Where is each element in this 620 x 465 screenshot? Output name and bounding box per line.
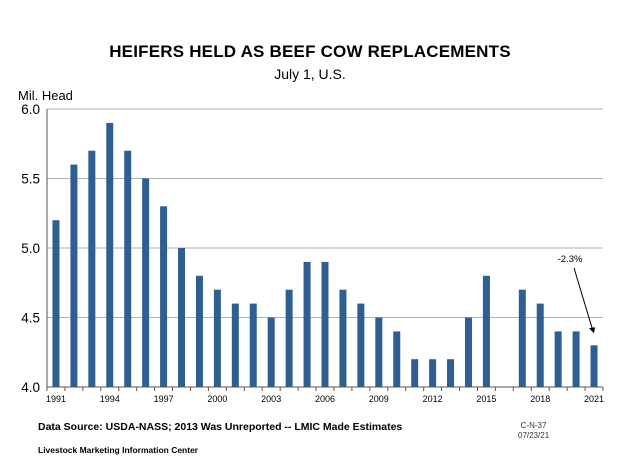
y-tick-labels: 4.0 4.5 5.0 5.5 6.0 xyxy=(21,102,40,395)
annotation-arrowhead xyxy=(589,327,596,334)
y-axis-label: Mil. Head xyxy=(18,88,73,103)
bar-1996 xyxy=(142,178,150,387)
bar-1995 xyxy=(124,150,132,387)
y-tick-label: 5.5 xyxy=(21,172,40,187)
organization-name: Livestock Marketing Information Center xyxy=(38,445,199,455)
chart-title: HEIFERS HELD AS BEEF COW REPLACEMENTS xyxy=(109,42,511,61)
bar-2005 xyxy=(303,261,311,387)
x-tick-label: 1991 xyxy=(46,394,66,404)
bar-2011 xyxy=(411,359,419,387)
x-tick-labels: 1991 1994 1997 2000 2003 2006 2009 2012 2015 2018… xyxy=(46,394,604,404)
bars xyxy=(52,122,598,388)
axes xyxy=(46,109,604,391)
bar-1992 xyxy=(70,164,78,387)
annotation: -2.3% xyxy=(558,254,596,334)
x-tick-label: 2003 xyxy=(261,394,281,404)
bar-2017 xyxy=(518,289,526,387)
bar-2004 xyxy=(285,289,293,387)
bar-2012 xyxy=(429,359,437,387)
bar-2021 xyxy=(590,345,598,387)
x-tick-label: 2018 xyxy=(530,394,550,404)
bar-2006 xyxy=(321,261,329,387)
y-tick-label: 6.0 xyxy=(21,102,40,117)
bar-2018 xyxy=(536,303,544,387)
x-tick-label: 2009 xyxy=(369,394,389,404)
y-tick-label: 4.5 xyxy=(21,311,40,326)
bar-2008 xyxy=(357,303,365,387)
annotation-arrow xyxy=(573,267,594,332)
chart-code: C-N-37 07/23/21 xyxy=(518,421,549,441)
chart-id: C-N-37 xyxy=(520,421,547,430)
bar-2019 xyxy=(554,331,562,387)
x-tick-label: 1994 xyxy=(100,394,120,404)
bar-1994 xyxy=(106,122,114,388)
chart-subtitle: July 1, U.S. xyxy=(274,66,346,82)
x-tick-label: 2012 xyxy=(423,394,443,404)
bar-2002 xyxy=(249,303,257,387)
x-tick-label: 2021 xyxy=(584,394,604,404)
bar-2015 xyxy=(482,275,490,387)
bar-2020 xyxy=(572,331,580,387)
chart-date: 07/23/21 xyxy=(518,431,550,440)
bar-1998 xyxy=(178,248,186,387)
data-source-note: Data Source: USDA-NASS; 2013 Was Unrepor… xyxy=(38,421,403,433)
bar-2013 xyxy=(447,359,455,387)
y-tick-label: 4.0 xyxy=(21,380,40,395)
bar-1991 xyxy=(52,220,60,387)
x-tick-label: 1997 xyxy=(154,394,174,404)
x-tick-label: 2000 xyxy=(207,394,227,404)
bar-1999 xyxy=(195,275,203,387)
bar-1997 xyxy=(160,206,168,387)
bar-2003 xyxy=(267,317,275,387)
bar-2014 xyxy=(464,317,472,387)
bar-2000 xyxy=(213,289,221,387)
bar-1993 xyxy=(88,150,96,387)
bar-2001 xyxy=(231,303,239,387)
bar-2010 xyxy=(393,331,401,387)
bar-2007 xyxy=(339,289,347,387)
annotation-label: -2.3% xyxy=(558,254,583,265)
bar-2009 xyxy=(375,317,383,387)
y-tick-label: 5.0 xyxy=(21,241,40,256)
x-tick-label: 2015 xyxy=(476,394,496,404)
x-tick-label: 2006 xyxy=(315,394,335,404)
